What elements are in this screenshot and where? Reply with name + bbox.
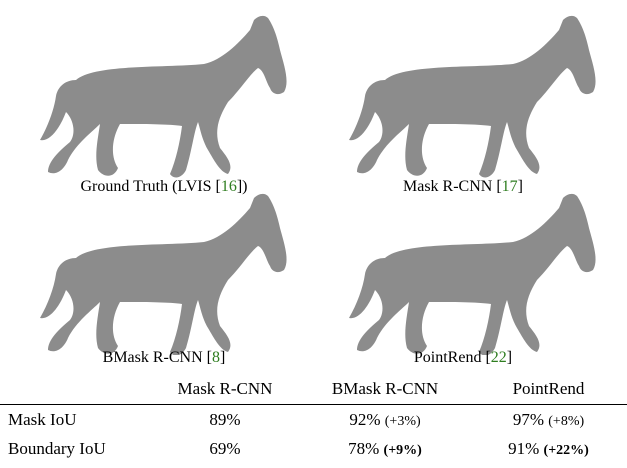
column-header-pointrend: PointRend (470, 374, 627, 405)
cell-boundary-iou-mask-rcnn: 69% (209, 438, 241, 458)
caption-bmask-rcnn: BMask R-CNN [8] (102, 349, 226, 366)
caption-pointrend: PointRend [22] (413, 349, 513, 366)
cell-mask-iou-mask-rcnn: 89% (209, 409, 241, 429)
caption-ground-truth: Ground Truth (LVIS [16]) (80, 178, 248, 195)
column-header-bmask-rcnn: BMask R-CNN (300, 374, 470, 405)
horse-mask-bmask-rcnn (40, 193, 287, 355)
horse-mask-pointrend (349, 193, 596, 355)
delta-value: (+9%) (383, 442, 422, 458)
panel-ground-truth: Ground Truth (LVIS [16]) (14, 10, 314, 195)
table-header-row: Mask R-CNN BMask R-CNN PointRend (0, 374, 627, 405)
table-row-mask-iou: Mask IoU 89% 92% (+3%) 97% (+8%) (0, 405, 627, 435)
table-corner (0, 374, 150, 405)
delta-value: (+22%) (543, 442, 589, 458)
panel-bmask-rcnn: BMask R-CNN [8] (14, 190, 314, 370)
horse-mask-mask-rcnn (349, 15, 596, 178)
column-header-mask-rcnn: Mask R-CNN (150, 374, 300, 405)
cell-boundary-iou-bmask-rcnn: 78% (+9%) (348, 438, 422, 458)
delta-value: (+3%) (384, 413, 421, 429)
citation-16[interactable]: 16 (220, 178, 237, 195)
panel-pointrend: PointRend [22] (313, 190, 613, 370)
caption-mask-rcnn: Mask R-CNN [17] (403, 178, 523, 195)
cell-mask-iou-pointrend: 97% (+8%) (512, 409, 585, 429)
delta-value: (+8%) (548, 413, 585, 429)
horse-mask-ground-truth (40, 15, 287, 178)
citation-8[interactable]: 8 (212, 349, 220, 366)
citation-22[interactable]: 22 (490, 349, 507, 366)
cell-mask-iou-bmask-rcnn: 92% (+3%) (349, 409, 421, 429)
panel-mask-rcnn: Mask R-CNN [17] (313, 10, 613, 195)
row-label-mask-iou: Mask IoU (8, 409, 77, 429)
results-table: Mask R-CNN BMask R-CNN PointRend Mask Io… (0, 374, 627, 463)
table-row-boundary-iou: Boundary IoU 69% 78% (+9%) 91% (+22%) (0, 434, 627, 463)
row-label-boundary-iou: Boundary IoU (8, 438, 106, 458)
citation-17[interactable]: 17 (501, 178, 518, 195)
cell-boundary-iou-pointrend: 91% (+22%) (508, 438, 589, 458)
